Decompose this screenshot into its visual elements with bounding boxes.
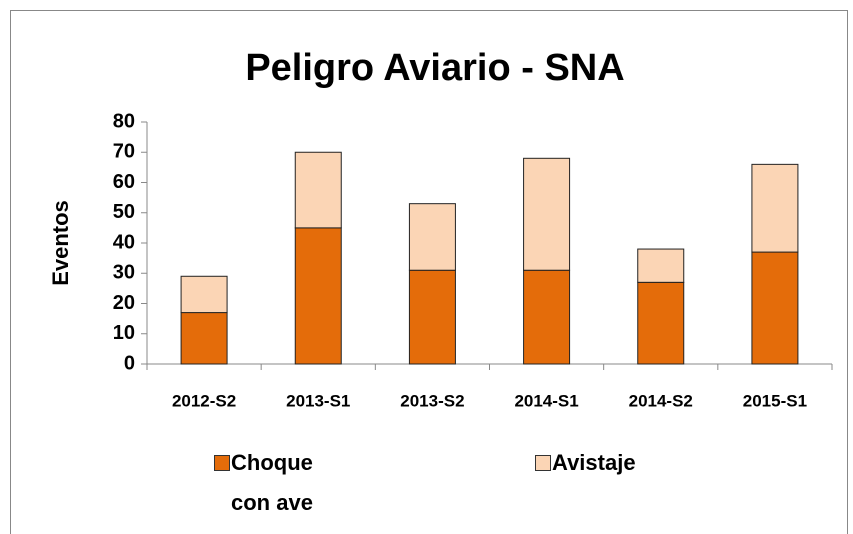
bar-segment [408,203,456,271]
bar-segment [294,151,342,229]
bar-segment [751,251,799,365]
y-tick-label: 80 [113,110,135,132]
bar-segment [637,281,685,365]
y-tick-label: 50 [113,201,135,223]
legend-swatch [214,455,230,471]
y-tick-label: 30 [113,262,135,284]
bar-segment [180,275,228,314]
bar-segment [751,163,799,253]
chart-border [10,10,848,534]
bar-segment [523,269,571,365]
y-tick-label: 60 [113,171,135,193]
bar-segment [637,248,685,283]
y-tick-label: 0 [124,352,135,374]
x-tick-label: 2012-S2 [172,391,236,410]
x-tick-label: 2013-S1 [286,391,350,410]
y-tick-label: 40 [113,231,135,253]
x-tick-label: 2015-S1 [743,391,807,410]
x-tick-label: 2013-S2 [400,391,464,410]
legend-swatch [535,455,551,471]
bar-segment [180,312,228,365]
y-tick-label: 70 [113,141,135,163]
bar-segment [294,227,342,365]
y-tick-label: 10 [113,322,135,344]
y-tick-label: 20 [113,292,135,314]
x-tick-label: 2014-S1 [514,391,578,410]
legend-label: Avistaje [552,450,636,475]
legend-label: Choque con ave [231,450,313,515]
chart-title: Peligro Aviario - SNA [245,47,624,89]
x-tick-label: 2014-S2 [629,391,693,410]
bar-segment [523,157,571,271]
bar-segment [408,269,456,365]
y-axis-label: Eventos [48,200,73,286]
